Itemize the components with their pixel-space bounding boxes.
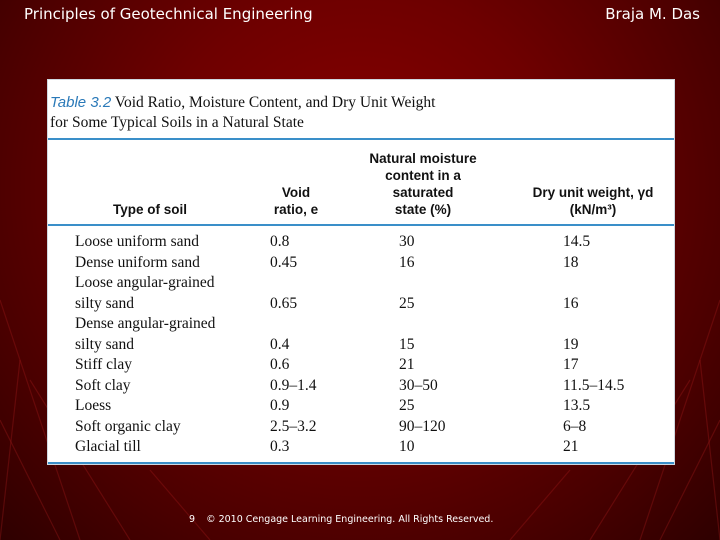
cell-moisture: 25 xyxy=(399,397,415,414)
table-number: Table 3.2 xyxy=(50,94,112,111)
cell-void-ratio: 0.65 xyxy=(270,294,298,312)
cell-dry-unit-weight: 14.5 xyxy=(563,233,591,250)
cell-soil-type: silty sand xyxy=(75,335,134,353)
table-row: Stiff clay 0.6 21 17 xyxy=(48,355,674,376)
table-row: Loose angular-grained xyxy=(48,273,674,294)
cell-moisture: 16 xyxy=(399,253,415,271)
cell-dry-unit-weight: 11.5–14.5 xyxy=(563,376,625,394)
cell-moisture: 25 xyxy=(399,294,415,312)
bottom-rule xyxy=(48,462,674,464)
cell-moisture: 30 xyxy=(399,233,415,250)
cell-void-ratio: 0.4 xyxy=(270,335,290,353)
cell-soil-type: silty sand xyxy=(75,294,134,312)
column-header-void-ratio: Void ratio, e xyxy=(256,184,336,218)
table-row: Loose uniform sand 0.8 30 14.5 xyxy=(48,232,674,253)
table-row: Soft organic clay 2.5–3.2 90–120 6–8 xyxy=(48,417,674,438)
moisture-header-line: state (%) xyxy=(394,202,452,217)
moisture-header-line: content in a xyxy=(385,168,461,183)
page-number: 9 xyxy=(189,514,196,525)
slide-footer: 9 © 2010 Cengage Learning Engineering. A… xyxy=(189,514,493,525)
table-row: Dense angular-grained xyxy=(48,314,674,335)
cell-dry-unit-weight: 17 xyxy=(563,356,579,373)
table-image-panel: Table 3.2 Void Ratio, Moisture Content, … xyxy=(47,79,675,465)
column-header-moisture: Natural moisture content in a saturated … xyxy=(353,150,493,218)
cell-dry-unit-weight: 18 xyxy=(563,253,579,271)
table-row: silty sand 0.65 25 16 xyxy=(48,294,674,315)
cell-void-ratio: 0.9 xyxy=(270,397,290,414)
table-body: Loose uniform sand 0.8 30 14.5 Dense uniform… xyxy=(48,232,674,458)
column-header-type: Type of soil xyxy=(113,202,188,217)
cell-void-ratio: 0.8 xyxy=(270,233,290,250)
cell-void-ratio: 0.45 xyxy=(270,253,298,271)
column-header-dry-unit-weight: Dry unit weight, γd (kN/m³) xyxy=(518,184,668,218)
top-rule xyxy=(48,138,674,140)
copyright-text: © 2010 Cengage Learning Engineering. All… xyxy=(206,514,494,525)
table-row: silty sand 0.4 15 19 xyxy=(48,335,674,356)
cell-moisture: 10 xyxy=(399,438,415,455)
cell-void-ratio: 0.9–1.4 xyxy=(270,376,317,394)
cell-soil-type: Loess xyxy=(75,397,112,414)
cell-soil-type: Loose angular-grained xyxy=(75,274,215,291)
cell-void-ratio: 0.3 xyxy=(270,438,290,455)
dry-header-line: (kN/m³) xyxy=(569,202,617,217)
caption-line-1: Void Ratio, Moisture Content, and Dry Un… xyxy=(114,94,436,111)
cell-soil-type: Soft clay xyxy=(75,376,131,394)
dry-header-line: Dry unit weight, γd xyxy=(532,185,654,200)
cell-dry-unit-weight: 6–8 xyxy=(563,417,587,435)
table-row: Glacial till 0.3 10 21 xyxy=(48,437,674,458)
author-name: Braja M. Das xyxy=(605,5,700,23)
cell-dry-unit-weight: 19 xyxy=(563,335,579,353)
cell-soil-type: Loose uniform sand xyxy=(75,233,199,250)
cell-dry-unit-weight: 16 xyxy=(563,294,579,312)
cell-moisture: 30–50 xyxy=(399,376,438,394)
cell-void-ratio: 0.6 xyxy=(270,356,290,373)
void-header-line: ratio, e xyxy=(273,202,319,217)
table-row: Loess 0.9 25 13.5 xyxy=(48,396,674,417)
cell-dry-unit-weight: 21 xyxy=(563,438,579,455)
header-rule xyxy=(48,224,674,226)
cell-void-ratio: 2.5–3.2 xyxy=(270,417,317,435)
cell-moisture: 21 xyxy=(399,356,415,373)
table-caption: Table 3.2 Void Ratio, Moisture Content, … xyxy=(50,93,670,133)
moisture-header-line: Natural moisture xyxy=(369,151,477,166)
cell-soil-type: Glacial till xyxy=(75,438,141,455)
cell-soil-type: Stiff clay xyxy=(75,356,132,373)
cell-moisture: 90–120 xyxy=(399,417,446,435)
cell-soil-type: Dense uniform sand xyxy=(75,253,200,271)
cell-dry-unit-weight: 13.5 xyxy=(563,397,591,414)
cell-moisture: 15 xyxy=(399,335,415,353)
presentation-title: Principles of Geotechnical Engineering xyxy=(24,5,313,23)
moisture-header-line: saturated xyxy=(392,185,454,200)
table-row: Dense uniform sand 0.45 16 18 xyxy=(48,253,674,274)
void-header-line: Void xyxy=(281,185,311,200)
table-row: Soft clay 0.9–1.4 30–50 11.5–14.5 xyxy=(48,376,674,397)
caption-line-2: for Some Typical Soils in a Natural Stat… xyxy=(50,114,304,131)
cell-soil-type: Soft organic clay xyxy=(75,417,181,435)
cell-soil-type: Dense angular-grained xyxy=(75,315,216,332)
